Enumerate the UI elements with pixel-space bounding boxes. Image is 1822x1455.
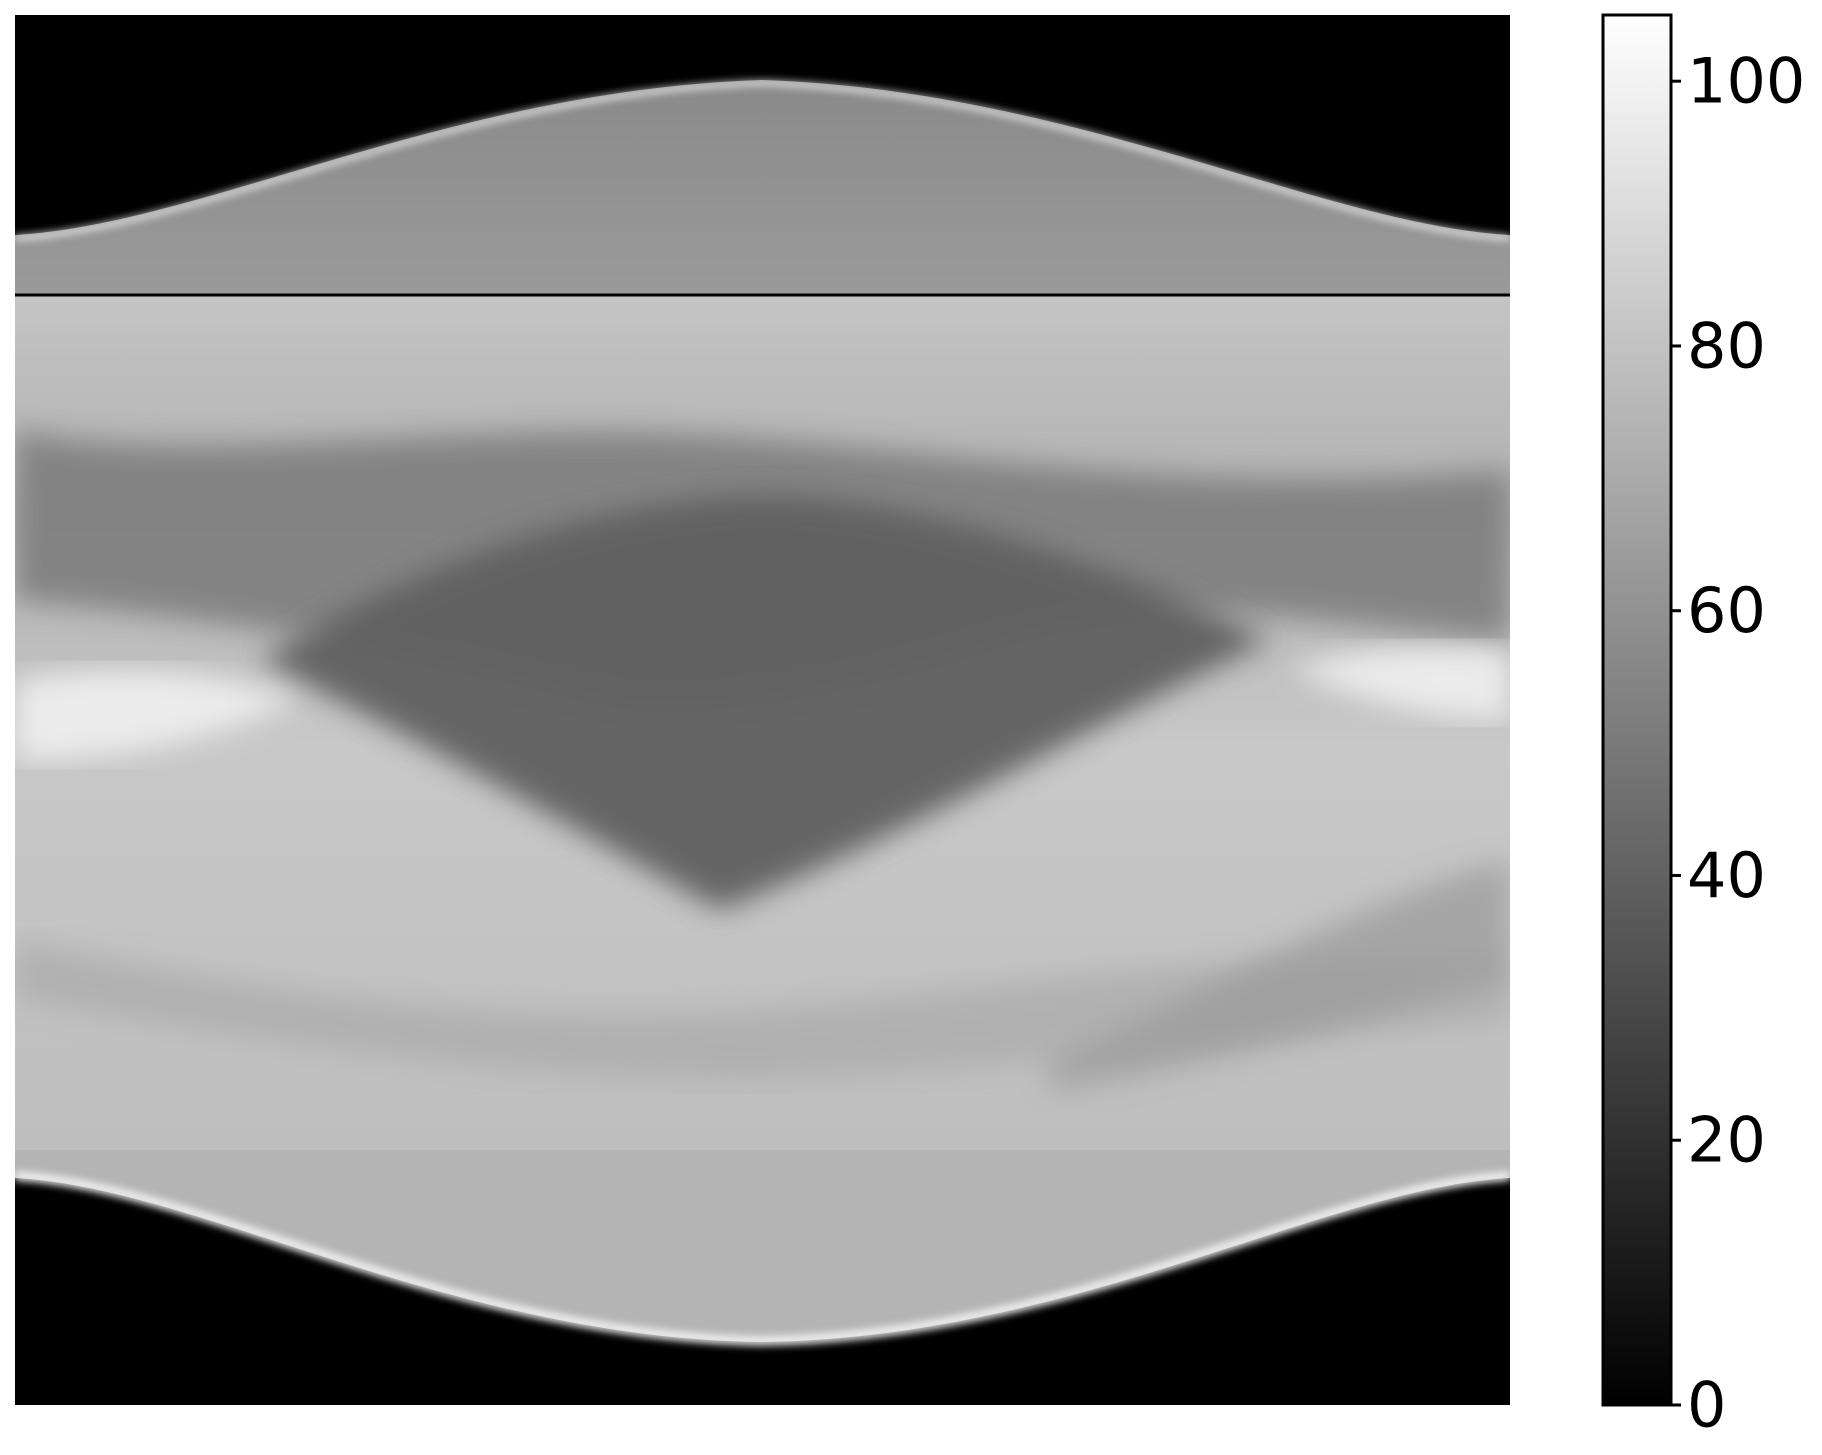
dark-core <box>260 495 1270 910</box>
colorbar-tick-label: 40 <box>1687 839 1766 912</box>
colorbar-ticks: 0 20 40 60 80 100 <box>1671 45 1805 1442</box>
colorbar-tick-label: 20 <box>1687 1104 1766 1177</box>
colorbar-tick-label: 100 <box>1687 45 1805 118</box>
colorbar-tick-label: 80 <box>1687 309 1766 382</box>
lower-band-bottom-fill <box>15 1150 1510 1342</box>
colorbar: 0 20 40 60 80 100 <box>1601 13 1805 1442</box>
upper-band-edge <box>15 80 1510 241</box>
upper-band <box>15 80 1510 295</box>
bright-left-lobe <box>15 669 300 760</box>
lower-band-bottom <box>15 1170 1510 1405</box>
lower-band-edge <box>15 1171 1510 1346</box>
bright-right-lobe <box>1290 646 1510 720</box>
colorbar-tick-label: 60 <box>1687 574 1766 647</box>
lower-right-shadow <box>1050 860 1510 1090</box>
heatmap-image <box>15 15 1510 1405</box>
colorbar-gradient <box>1601 13 1673 1407</box>
colorbar-tick-label: 0 <box>1687 1369 1726 1442</box>
